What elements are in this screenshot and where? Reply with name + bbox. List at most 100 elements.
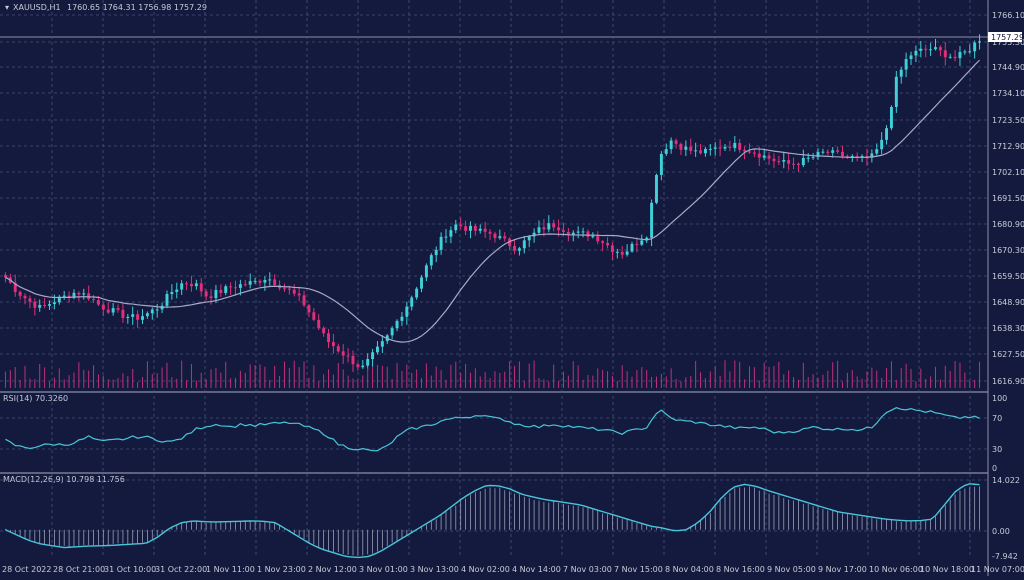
rsi-label: RSI(14) 70.3260 — [3, 394, 68, 403]
candle-bull — [439, 236, 443, 250]
candle-bull — [141, 316, 144, 320]
candle-bear — [787, 159, 791, 164]
price-tick: 1702.10 — [992, 168, 1024, 177]
candle-bull — [625, 251, 629, 255]
candle-bear — [841, 151, 844, 157]
price-tick: 1670.30 — [992, 246, 1024, 255]
candle-bear — [777, 161, 781, 163]
candle-bull — [170, 291, 174, 294]
candle-bear — [606, 242, 610, 246]
price-tick: 1648.90 — [992, 298, 1024, 307]
symbol-dropdown-icon[interactable]: ▾ — [5, 3, 9, 12]
candle-bull — [48, 304, 51, 306]
candle-bull — [640, 240, 644, 245]
ohlc-readout: 1760.65 1764.31 1756.98 1757.29 — [67, 3, 207, 12]
candle-bear — [620, 251, 624, 255]
candle-bull — [62, 295, 66, 297]
macd-tick: 0.00 — [992, 527, 1010, 536]
candle-bull — [82, 293, 86, 295]
candle-bear — [689, 146, 693, 151]
candle-bear — [287, 288, 291, 290]
moving-average-line — [5, 59, 980, 343]
macd-axis: 14.022 0.00 -7.942 — [992, 476, 1020, 561]
candle-bear — [552, 223, 556, 228]
candle-bull — [973, 42, 977, 52]
candle-bull — [52, 302, 56, 305]
candle-bear — [542, 227, 546, 230]
candle-bear — [924, 48, 928, 50]
candle-bull — [175, 289, 179, 292]
candle-bull — [420, 277, 423, 289]
candle-bull — [424, 265, 428, 278]
candle-bear — [292, 289, 296, 294]
time-tick: 4 Nov 14:00 — [512, 565, 561, 574]
candle-bear — [562, 230, 565, 232]
candle-bull — [811, 156, 815, 158]
price-tick: 1616.90 — [992, 377, 1024, 386]
time-tick: 10 Nov 18:00 — [920, 565, 974, 574]
candle-bull — [968, 51, 972, 53]
time-tick: 10 Nov 06:00 — [869, 565, 923, 574]
time-tick: 9 Nov 17:00 — [818, 565, 867, 574]
time-tick: 3 Nov 01:00 — [359, 565, 408, 574]
time-tick: 31 Oct 22:00 — [155, 565, 207, 574]
candle-bear — [743, 149, 747, 152]
candle-bull — [400, 316, 404, 321]
candle-bear — [33, 301, 37, 308]
candle-bull — [111, 308, 115, 313]
candle-bull — [694, 150, 698, 152]
candle-bear — [282, 288, 286, 290]
candle-bear — [596, 236, 600, 242]
candle-bull — [454, 224, 458, 231]
candle-bull — [801, 158, 805, 166]
price-tick: 1680.90 — [992, 220, 1024, 229]
candle-bear — [488, 231, 492, 234]
candle-bull — [415, 288, 419, 298]
current-price-text: 1757.29 — [991, 33, 1024, 42]
candle-bull — [591, 236, 595, 238]
candle-bull — [429, 255, 433, 266]
candle-bear — [297, 293, 301, 296]
candle-bear — [96, 300, 100, 305]
candle-bull — [978, 41, 982, 43]
candle-bull — [762, 155, 766, 158]
candle-bull — [684, 146, 688, 150]
candle-bear — [307, 305, 311, 313]
candle-bull — [253, 280, 257, 282]
rsi-tick: 30 — [992, 445, 1002, 454]
candle-bull — [57, 296, 61, 303]
candle-bull — [703, 148, 707, 154]
macd-tick: -7.942 — [992, 552, 1018, 561]
candle-bear — [674, 140, 678, 144]
candle-bull — [934, 47, 937, 50]
candle-bull — [131, 314, 135, 317]
chart-series-layer — [0, 0, 988, 559]
macd-tick: 14.022 — [992, 476, 1020, 485]
candle-bull — [165, 293, 169, 306]
candle-bull — [914, 50, 918, 56]
candle-bear — [199, 283, 203, 292]
candle-bull — [375, 346, 379, 353]
price-tick: 1723.50 — [992, 116, 1024, 125]
candle-bear — [473, 225, 477, 231]
candle-bull — [713, 147, 717, 149]
candle-bear — [566, 231, 570, 235]
candle-bear — [699, 150, 703, 154]
candle-bull — [875, 149, 879, 154]
price-tick: 1712.90 — [992, 142, 1024, 151]
candle-bull — [150, 309, 154, 314]
time-tick: 3 Nov 13:00 — [410, 565, 459, 574]
candle-bear — [635, 243, 639, 245]
candle-bear — [767, 155, 771, 159]
candle-bull — [919, 48, 923, 51]
candle-bull — [870, 153, 874, 158]
candle-bear — [728, 146, 732, 148]
candle-bull — [860, 156, 864, 158]
time-tick: 31 Oct 10:00 — [104, 565, 156, 574]
candle-bear — [792, 163, 796, 165]
candle-bear — [493, 233, 497, 239]
candle-bear — [938, 47, 942, 51]
candle-bear — [136, 314, 140, 320]
